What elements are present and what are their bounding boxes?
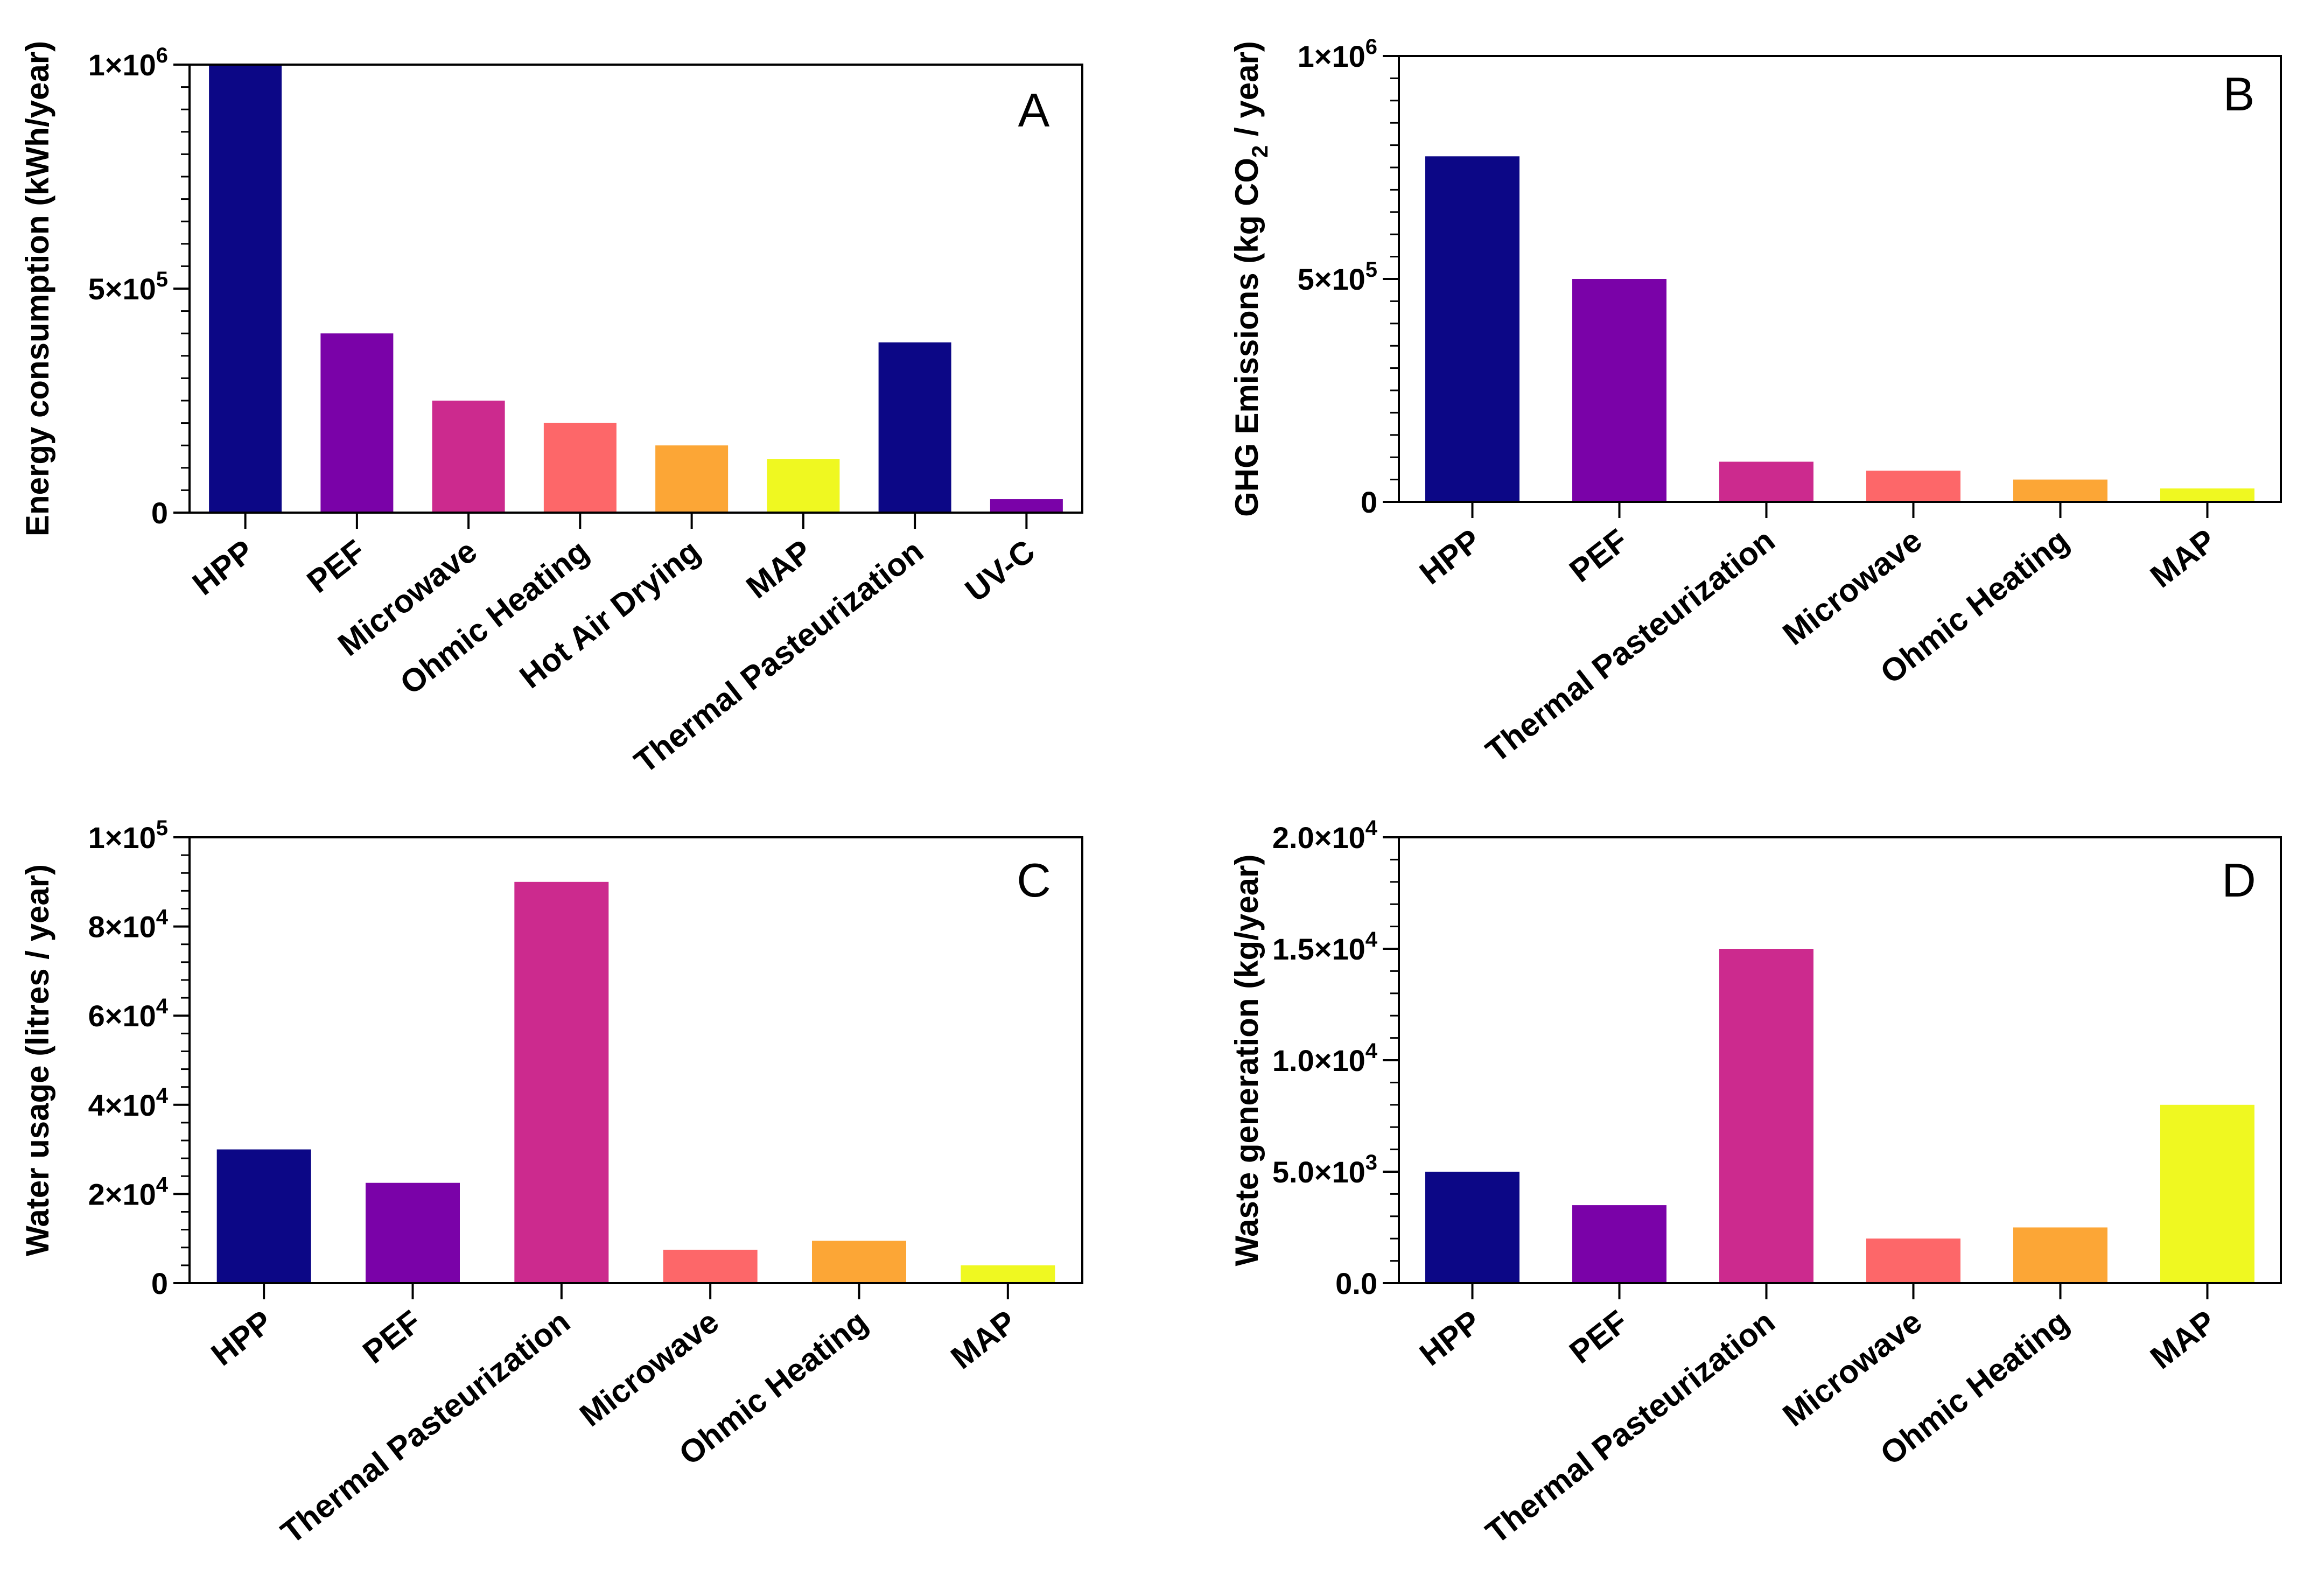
panel-letter-b: B: [2223, 67, 2255, 121]
x-tick-label-a-1: HPP: [186, 533, 260, 602]
x-tick-label-b-1: HPP: [1413, 522, 1487, 591]
bar-a-1: [209, 65, 282, 513]
y-tick-label-a-1: 5×105: [88, 268, 168, 306]
y-tick-label-a-2: 1×106: [88, 44, 168, 82]
bar-b-4: [1866, 471, 1960, 502]
bar-b-6: [2160, 488, 2254, 502]
bar-c-1: [216, 1149, 311, 1283]
chart-panel-c: 0 2×104 4×104 6×104 8×104 1×105 HPP PEFThermal …: [19, 816, 1083, 1551]
x-tick-label-b-6: MAP: [2144, 522, 2222, 594]
chart-panel-d: 0.0 5.0×103 1.0×104 1.5×104 2.0×104 HPP PEFThe…: [1229, 816, 2282, 1551]
y-tick-label-c-5: 1×105: [88, 816, 168, 855]
y-tick-label-b-2: 1×106: [1298, 35, 1377, 73]
x-tick-label-c-6: MAP: [944, 1303, 1023, 1376]
y-axis-title-c: Water usage (litres / year): [19, 864, 55, 1256]
y-tick-label-c-3: 6×104: [88, 995, 169, 1033]
bar-d-1: [1425, 1172, 1519, 1283]
bar-b-2: [1572, 279, 1666, 502]
bar-a-4: [543, 423, 617, 513]
x-tick-label-c-2: PEF: [356, 1303, 428, 1370]
x-tick-label-b-3: Thermal Pasteurization: [1479, 522, 1781, 769]
y-axis-title-a: Energy consumption (kWh/year): [19, 41, 55, 536]
y-tick-label-c-2: 4×104: [88, 1084, 169, 1122]
y-tick-label-d-2: 1.0×104: [1272, 1039, 1378, 1077]
bar-b-3: [1719, 461, 1813, 502]
bar-a-5: [655, 445, 729, 513]
y-tick-label-d-0: 0.0: [1335, 1266, 1377, 1300]
bar-a-8: [990, 499, 1063, 513]
y-tick-label-c-4: 8×104: [88, 906, 169, 944]
bar-b-5: [2013, 479, 2107, 502]
x-tick-label-c-1: HPP: [205, 1303, 279, 1373]
bar-c-6: [961, 1265, 1055, 1283]
y-axis-title-b: GHG Emissions (kg CO2 / year): [1229, 41, 1272, 517]
bar-c-2: [366, 1182, 460, 1283]
bar-a-2: [320, 333, 394, 513]
bar-c-4: [663, 1249, 758, 1283]
x-tick-label-c-3: Thermal Pasteurization: [274, 1303, 576, 1550]
x-tick-label-d-1: HPP: [1413, 1303, 1487, 1373]
y-tick-label-b-0: 0: [1361, 485, 1377, 519]
x-tick-label-d-2: PEF: [1563, 1303, 1634, 1370]
y-axis-title-d: Waste generation (kg/year): [1229, 855, 1265, 1266]
x-tick-label-b-4: Microwave: [1776, 522, 1928, 652]
bar-b-1: [1425, 156, 1519, 502]
y-tick-label-d-1: 5.0×103: [1272, 1151, 1377, 1189]
panel-letter-d: D: [2222, 853, 2256, 907]
bar-d-5: [2013, 1227, 2107, 1283]
bar-a-3: [432, 401, 505, 513]
panel-letter-c: C: [1017, 853, 1051, 907]
x-tick-label-d-4: Microwave: [1776, 1303, 1928, 1433]
x-tick-label-c-4: Microwave: [573, 1303, 725, 1433]
bar-d-6: [2160, 1104, 2254, 1283]
x-tick-label-d-3: Thermal Pasteurization: [1479, 1303, 1781, 1550]
bar-d-4: [1866, 1238, 1960, 1283]
bar-c-5: [812, 1241, 906, 1283]
panel-letter-a: A: [1018, 83, 1050, 137]
bar-a-6: [767, 459, 840, 513]
y-tick-label-b-1: 5×105: [1298, 258, 1377, 296]
x-tick-label-a-4: Ohmic Heating: [393, 533, 595, 701]
y-tick-label-d-3: 1.5×104: [1272, 928, 1378, 966]
x-tick-label-a-6: MAP: [740, 533, 818, 605]
plot-frame-c: [188, 836, 1083, 1284]
bar-c-3: [514, 881, 609, 1283]
x-tick-label-a-8: UV-C: [958, 533, 1041, 608]
x-tick-label-d-6: MAP: [2144, 1303, 2222, 1376]
plot-frame-d: [1398, 836, 2282, 1284]
x-tick-label-a-2: PEF: [300, 533, 372, 600]
y-tick-label-c-0: 0: [151, 1266, 168, 1300]
x-tick-label-b-2: PEF: [1563, 522, 1634, 589]
y-tick-label-a-0: 0: [151, 496, 168, 530]
plot-frame-b: [1398, 55, 2282, 503]
y-tick-label-c-1: 2×104: [88, 1173, 169, 1211]
bar-d-2: [1572, 1205, 1666, 1283]
bar-a-7: [878, 342, 951, 513]
bar-d-3: [1719, 949, 1813, 1283]
y-tick-label-d-4: 2.0×104: [1272, 816, 1378, 855]
